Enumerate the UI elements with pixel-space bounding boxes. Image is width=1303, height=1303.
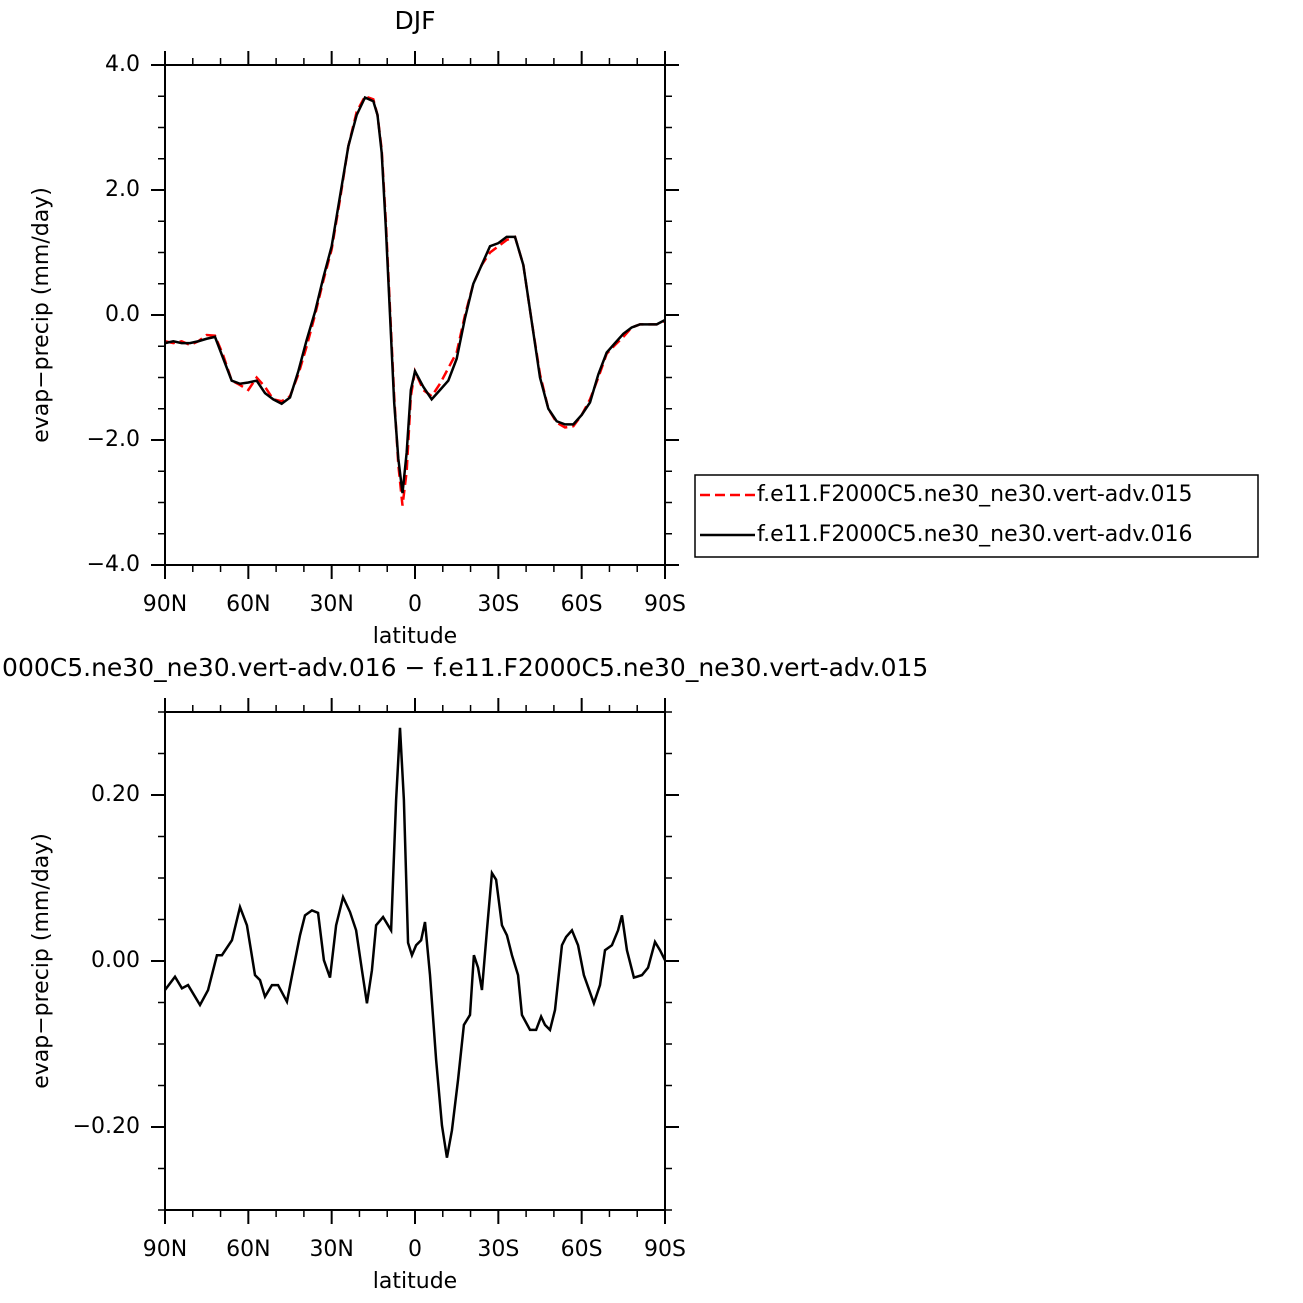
plot-frame [164,711,666,1211]
y-tick-label: 4.0 [105,52,140,77]
x-tick-label: 60S [561,1237,603,1262]
chart-title: f.e11.F2000C5.ne30_ne30.vert-adv.016 − f… [0,653,928,682]
x-tick-label: 90S [644,1237,686,1262]
x-axis-label: latitude [373,1269,457,1294]
legend-label: f.e11.F2000C5.ne30_ne30.vert-adv.015 [757,482,1193,507]
x-tick-label: 90S [644,592,686,617]
legend-box [694,474,1259,558]
plot-frame [164,64,666,566]
x-tick-label: 0 [408,592,422,617]
x-tick-label: 0 [408,1237,422,1262]
y-tick-label: 2.0 [105,177,140,202]
y-tick-label: −4.0 [87,552,140,577]
y-axis-label: evap−precip (mm/day) [29,187,54,443]
x-tick-label: 30N [309,1237,353,1262]
x-tick-label: 60N [226,592,270,617]
legend-label: f.e11.F2000C5.ne30_ne30.vert-adv.016 [757,522,1193,547]
y-tick-label: 0.0 [105,302,140,327]
x-tick-label: 90N [143,1237,187,1262]
data-line [164,727,667,1158]
x-axis-label: latitude [373,624,457,649]
x-tick-label: 30N [309,592,353,617]
y-tick-label: −2.0 [87,427,140,452]
chart-title: DJF [394,6,435,35]
x-tick-label: 90N [143,592,187,617]
x-tick-label: 60N [226,1237,270,1262]
y-tick-label: 0.00 [91,948,140,973]
y-axis-label: evap−precip (mm/day) [29,833,54,1089]
y-tick-label: 0.20 [91,782,140,807]
y-tick-label: −0.20 [73,1114,140,1139]
x-tick-label: 30S [477,1237,519,1262]
data-line [164,95,666,494]
x-tick-label: 60S [561,592,603,617]
x-tick-label: 30S [477,592,519,617]
